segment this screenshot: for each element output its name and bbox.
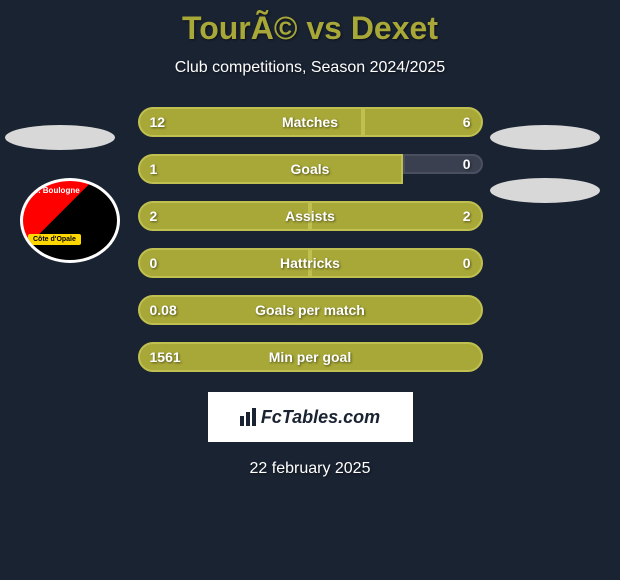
- stat-label: Min per goal: [269, 349, 351, 365]
- main-container: TourÃ© vs Dexet Club competitions, Seaso…: [0, 0, 620, 488]
- stat-value-left: 0: [150, 255, 158, 271]
- fctables-chart-icon: [240, 408, 256, 426]
- stat-value-right: 0: [463, 156, 471, 172]
- player-avatar-placeholder-left: [5, 125, 115, 150]
- stat-label: Goals: [291, 161, 330, 177]
- stat-label: Matches: [282, 114, 338, 130]
- stat-bar-full: 1561 Min per goal: [138, 342, 483, 372]
- stat-label: Assists: [285, 208, 335, 224]
- fctables-text: FcTables.com: [261, 407, 380, 428]
- stat-bar-full: 0.08 Goals per match: [138, 295, 483, 325]
- stat-value-left: 1561: [150, 349, 181, 365]
- stat-bar-right: 2: [310, 201, 483, 231]
- stat-bar-left: 1: [138, 154, 403, 184]
- stat-row: 0 0 Hattricks: [138, 248, 483, 278]
- stat-value-left: 12: [150, 114, 166, 130]
- stats-container: 12 6 Matches 1 0 Goals 2 2 Assists 0 0 Hattricks 0.0…: [138, 107, 483, 372]
- club-badge-banner-text: Côte d'Opale: [28, 234, 81, 245]
- page-title: TourÃ© vs Dexet: [0, 10, 620, 47]
- stat-bar-right: 0: [403, 154, 483, 174]
- player-avatar-placeholder-right-1: [490, 125, 600, 150]
- stat-value-left: 1: [150, 161, 158, 177]
- page-subtitle: Club competitions, Season 2024/2025: [0, 59, 620, 77]
- stat-value-right: 2: [463, 208, 471, 224]
- stat-value-left: 2: [150, 208, 158, 224]
- stat-value-right: 6: [463, 114, 471, 130]
- stat-bar-left: 2: [138, 201, 310, 231]
- stat-row: 12 6 Matches: [138, 107, 483, 137]
- stat-value-left: 0.08: [150, 302, 177, 318]
- stat-label: Hattricks: [280, 255, 340, 271]
- fctables-badge: FcTables.com: [208, 392, 413, 442]
- stat-label: Goals per match: [255, 302, 365, 318]
- stat-row: 1 0 Goals: [138, 154, 483, 184]
- stat-row: 1561 Min per goal: [138, 342, 483, 372]
- club-badge-icon: S. Boulogne Côte d'Opale: [20, 178, 120, 263]
- club-badge-top-text: S. Boulogne: [33, 186, 80, 195]
- stat-value-right: 0: [463, 255, 471, 271]
- stat-row: 0.08 Goals per match: [138, 295, 483, 325]
- player-avatar-placeholder-right-2: [490, 178, 600, 203]
- stat-bar-right: 6: [363, 107, 483, 137]
- footer-date: 22 february 2025: [0, 460, 620, 478]
- stat-row: 2 2 Assists: [138, 201, 483, 231]
